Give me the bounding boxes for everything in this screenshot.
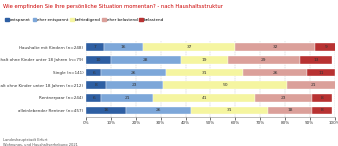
Text: 13: 13: [313, 58, 319, 62]
Text: 31: 31: [201, 71, 207, 74]
Text: 23: 23: [281, 96, 286, 100]
Text: 37: 37: [187, 45, 192, 49]
Bar: [86, 81, 106, 89]
Bar: [180, 56, 228, 64]
Bar: [101, 94, 153, 102]
Bar: [143, 43, 235, 51]
Text: 29: 29: [261, 58, 267, 62]
Bar: [300, 56, 332, 64]
Text: 26: 26: [155, 108, 161, 112]
Bar: [126, 107, 191, 114]
Text: 10: 10: [96, 58, 101, 62]
Text: 21: 21: [124, 96, 130, 100]
Bar: [312, 107, 332, 114]
Bar: [86, 56, 111, 64]
Bar: [101, 69, 166, 77]
Text: 31: 31: [226, 108, 232, 112]
Legend: entspannt, eher entspannt, befriedigend, eher belastend, belastend: entspannt, eher entspannt, befriedigend,…: [5, 18, 164, 22]
Bar: [268, 107, 312, 114]
Bar: [307, 69, 335, 77]
Text: 32: 32: [272, 45, 278, 49]
Text: 8: 8: [321, 96, 323, 100]
Text: 50: 50: [222, 83, 228, 87]
Bar: [86, 107, 126, 114]
Bar: [106, 81, 163, 89]
Text: 23: 23: [132, 83, 137, 87]
Text: 6: 6: [92, 96, 95, 100]
Text: Wohnungs- und Haushaltserhebung 2021: Wohnungs- und Haushaltserhebung 2021: [3, 143, 78, 146]
Text: 21: 21: [311, 83, 316, 87]
Text: Wie empfinden Sie Ihre persönliche Situation momentan? - nach Haushaltsstruktur: Wie empfinden Sie Ihre persönliche Situa…: [3, 4, 223, 9]
Bar: [103, 43, 143, 51]
Text: 28: 28: [143, 58, 149, 62]
Text: 11: 11: [318, 71, 324, 74]
Bar: [86, 94, 101, 102]
Text: 8: 8: [95, 83, 97, 87]
Bar: [86, 69, 101, 77]
Bar: [243, 69, 307, 77]
Bar: [191, 107, 268, 114]
Text: 26: 26: [272, 71, 278, 74]
Bar: [163, 81, 287, 89]
Bar: [228, 56, 300, 64]
Bar: [235, 43, 315, 51]
Bar: [153, 94, 255, 102]
Bar: [166, 69, 243, 77]
Bar: [287, 81, 338, 89]
Text: 7: 7: [94, 45, 96, 49]
Bar: [86, 43, 103, 51]
Text: 26: 26: [131, 71, 136, 74]
Text: 16: 16: [103, 108, 109, 112]
Bar: [255, 94, 312, 102]
Text: 6: 6: [92, 71, 95, 74]
Text: 18: 18: [287, 108, 293, 112]
Bar: [312, 94, 332, 102]
Text: 8: 8: [321, 108, 323, 112]
Text: Landeshauptstadt Erfurt: Landeshauptstadt Erfurt: [3, 138, 48, 142]
Bar: [111, 56, 180, 64]
Text: 41: 41: [201, 96, 207, 100]
Text: 16: 16: [121, 45, 126, 49]
Text: 9: 9: [324, 45, 327, 49]
Text: 19: 19: [201, 58, 207, 62]
Bar: [315, 43, 337, 51]
